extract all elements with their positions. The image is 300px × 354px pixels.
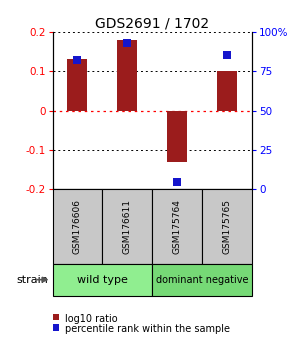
Point: [225, 53, 230, 58]
Text: log10 ratio: log10 ratio: [65, 314, 118, 324]
Bar: [202, 189, 252, 264]
Text: GSM175764: GSM175764: [173, 199, 182, 254]
Bar: [68, 59, 87, 110]
Bar: [217, 71, 237, 110]
Bar: [152, 264, 252, 296]
Bar: [117, 40, 137, 110]
Text: percentile rank within the sample: percentile rank within the sample: [65, 324, 230, 334]
Text: wild type: wild type: [77, 275, 128, 285]
Text: dominant negative: dominant negative: [156, 275, 248, 285]
Text: GSM176606: GSM176606: [73, 199, 82, 254]
Bar: [52, 264, 152, 296]
Bar: [152, 189, 202, 264]
Point: [125, 40, 130, 46]
Title: GDS2691 / 1702: GDS2691 / 1702: [95, 17, 209, 31]
Bar: [102, 189, 152, 264]
Point: [175, 179, 180, 184]
Bar: [52, 189, 102, 264]
Bar: [167, 110, 187, 162]
Text: strain: strain: [16, 275, 49, 285]
Point: [75, 57, 80, 63]
Text: GSM176611: GSM176611: [123, 199, 132, 254]
Text: GSM175765: GSM175765: [223, 199, 232, 254]
